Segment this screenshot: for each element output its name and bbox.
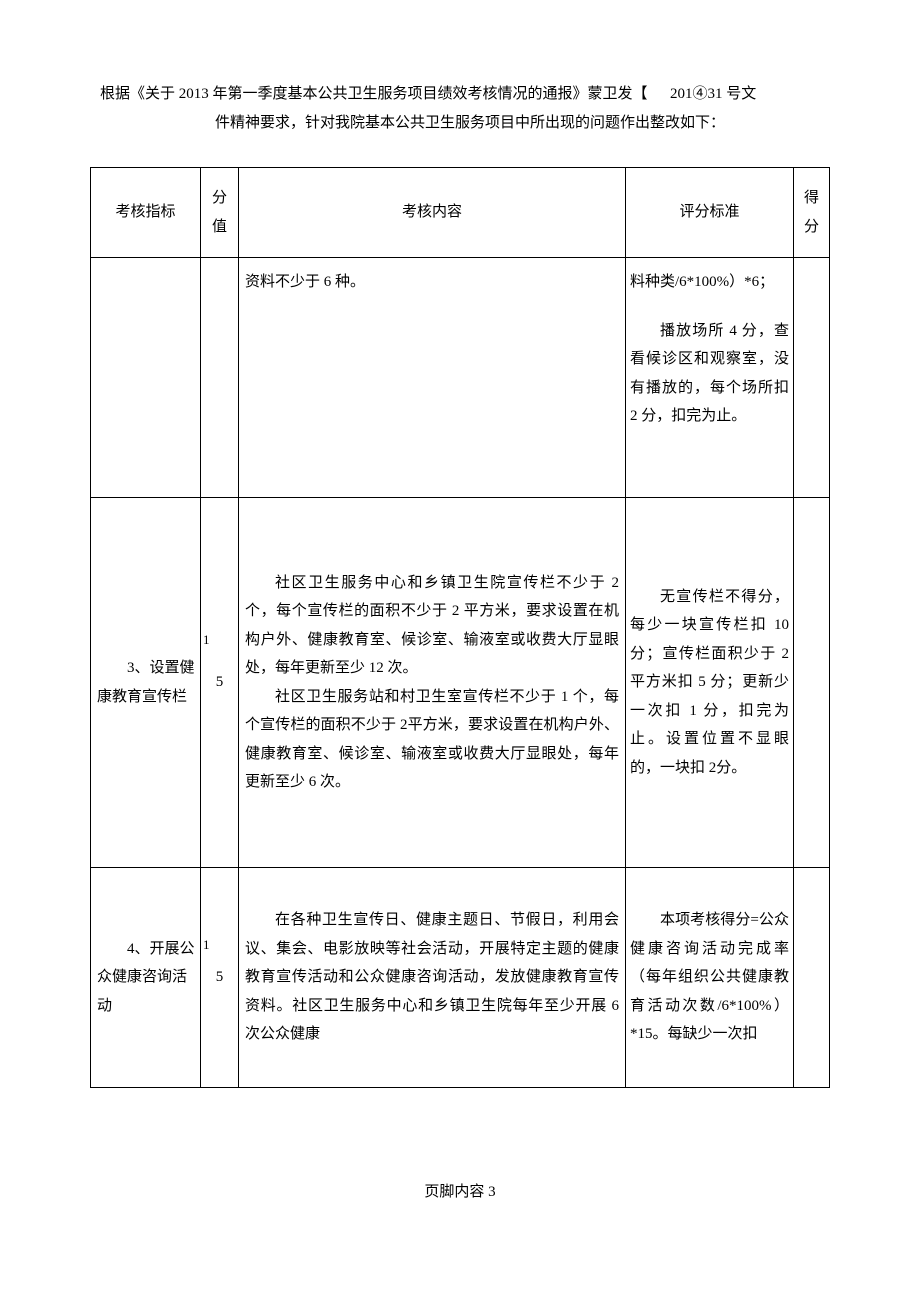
page-footer: 页脚内容 3 xyxy=(90,1178,830,1207)
header-standard: 评分标准 xyxy=(626,168,794,258)
score-sup: 1 xyxy=(203,933,210,958)
intro-gap xyxy=(648,86,671,102)
cell-content: 社区卫生服务中心和乡镇卫生院宣传栏不少于 2 个，每个宣传栏的面积不少于 2 平… xyxy=(239,498,626,868)
cell-standard: 本项考核得分=公众健康咨询活动完成率（每年组织公共健康教育活动次数/6*100%… xyxy=(626,868,794,1088)
content-paragraph: 在各种卫生宣传日、健康主题日、节假日，利用会议、集会、电影放映等社会活动，开展特… xyxy=(245,906,619,1049)
document-intro: 根据《关于 2013 年第一季度基本公共卫生服务项目绩效考核情况的通报》蒙卫发【… xyxy=(90,80,830,137)
cell-score xyxy=(201,258,239,498)
cell-got xyxy=(794,258,830,498)
cell-content: 在各种卫生宣传日、健康主题日、节假日，利用会议、集会、电影放映等社会活动，开展特… xyxy=(239,868,626,1088)
cell-got xyxy=(794,868,830,1088)
cell-got xyxy=(794,498,830,868)
score-value: 5 xyxy=(205,668,234,697)
cell-score: 1 5 xyxy=(201,868,239,1088)
cell-indicator: 3、设置健康教育宣传栏 xyxy=(91,498,201,868)
table-row: 资料不少于 6 种。 料种类/6*100%）*6； 播放场所 4 分，查看候诊区… xyxy=(91,258,830,498)
content-paragraph: 社区卫生服务中心和乡镇卫生院宣传栏不少于 2 个，每个宣传栏的面积不少于 2 平… xyxy=(245,569,619,683)
header-got: 得分 xyxy=(794,168,830,258)
content-paragraph: 社区卫生服务站和村卫生室宣传栏不少于 1 个，每个宣传栏的面积不少于 2平方米，… xyxy=(245,683,619,797)
header-score: 分值 xyxy=(201,168,239,258)
assessment-table: 考核指标 分值 考核内容 评分标准 得分 资料不少于 6 种。 料种类/6*10… xyxy=(90,167,830,1088)
table-header-row: 考核指标 分值 考核内容 评分标准 得分 xyxy=(91,168,830,258)
content-paragraph: 资料不少于 6 种。 xyxy=(245,268,619,297)
table-row: 4、开展公众健康咨询活动 1 5 在各种卫生宣传日、健康主题日、节假日，利用会议… xyxy=(91,868,830,1088)
standard-paragraph: 播放场所 4 分，查看候诊区和观察室，没有播放的，每个场所扣 2 分，扣完为止。 xyxy=(630,317,789,431)
cell-indicator xyxy=(91,258,201,498)
intro-line-2: 件精神要求，针对我院基本公共卫生服务项目中所出现的问题作出整改如下： xyxy=(100,109,820,138)
cell-standard: 料种类/6*100%）*6； 播放场所 4 分，查看候诊区和观察室，没有播放的，… xyxy=(626,258,794,498)
cell-indicator: 4、开展公众健康咨询活动 xyxy=(91,868,201,1088)
cell-content: 资料不少于 6 种。 xyxy=(239,258,626,498)
intro-prefix: 根据《关于 2013 年第一季度基本公共卫生服务项目绩效考核情况的通报》蒙卫发【 xyxy=(100,86,648,102)
standard-paragraph: 本项考核得分=公众健康咨询活动完成率（每年组织公共健康教育活动次数/6*100%… xyxy=(630,906,789,1049)
table-row: 3、设置健康教育宣传栏 1 5 社区卫生服务中心和乡镇卫生院宣传栏不少于 2 个… xyxy=(91,498,830,868)
standard-paragraph: 无宣传栏不得分，每少一块宣传栏扣 10 分；宣传栏面积少于 2 平方米扣 5 分… xyxy=(630,583,789,783)
cell-standard: 无宣传栏不得分，每少一块宣传栏扣 10 分；宣传栏面积少于 2 平方米扣 5 分… xyxy=(626,498,794,868)
score-value: 5 xyxy=(205,963,234,992)
standard-paragraph: 料种类/6*100%）*6； xyxy=(630,268,789,297)
intro-suffix: 号文 xyxy=(723,86,757,102)
header-content: 考核内容 xyxy=(239,168,626,258)
score-sup: 1 xyxy=(203,628,210,653)
intro-line-1: 根据《关于 2013 年第一季度基本公共卫生服务项目绩效考核情况的通报》蒙卫发【… xyxy=(100,80,820,109)
cell-score: 1 5 xyxy=(201,498,239,868)
header-indicator: 考核指标 xyxy=(91,168,201,258)
intro-docnum: 201④31 xyxy=(670,86,723,102)
